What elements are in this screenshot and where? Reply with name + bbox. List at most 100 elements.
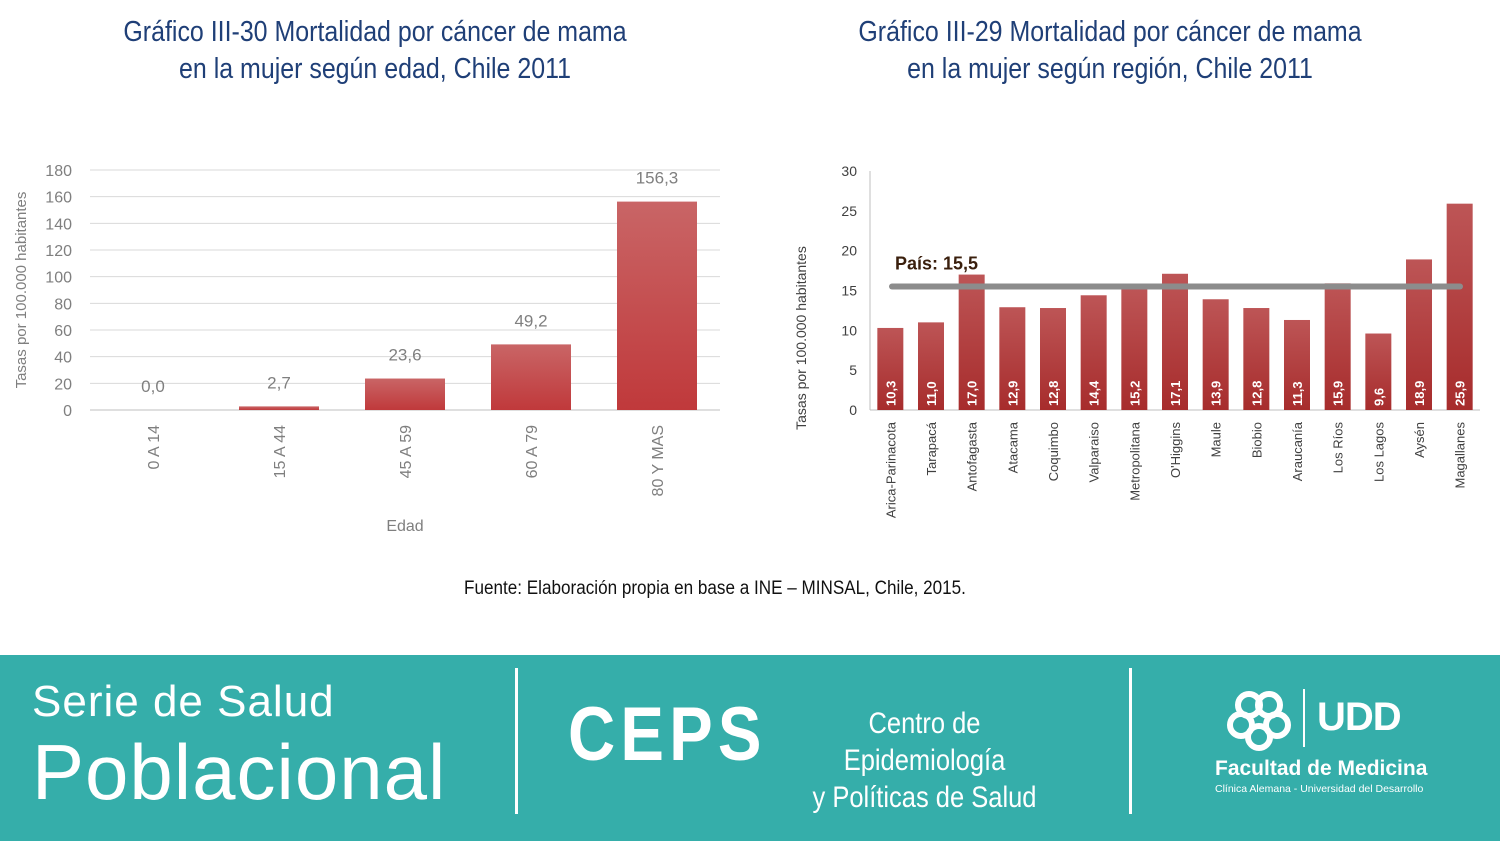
data-label: 23,6: [388, 346, 421, 365]
ceps-logo: CEPS: [568, 692, 767, 777]
y-tick-label: 160: [45, 190, 72, 207]
data-label: 17,0: [965, 381, 980, 406]
bar: [1365, 333, 1392, 410]
bar: [617, 201, 697, 410]
bar: [1324, 283, 1351, 410]
y-tick-label: 10: [841, 322, 857, 338]
bar: [1243, 308, 1270, 410]
bar: [1284, 319, 1310, 410]
y-tick-label: 20: [841, 243, 857, 259]
udd-logo-block: UDD Facultad de Medicina Clínica Alemana…: [1195, 683, 1450, 813]
footer-banner: Serie de Salud Poblacional CEPS Centro d…: [0, 655, 1500, 841]
data-label: 17,1: [1168, 381, 1183, 406]
bar: [1080, 295, 1107, 410]
x-tick-label: 80 Y MAS: [650, 425, 667, 496]
udd-logo: UDD: [1317, 695, 1402, 739]
x-tick-label: Magallanes: [1453, 422, 1468, 489]
data-label: 12,8: [1249, 381, 1264, 406]
source-note: Fuente: Elaboración propia en base a INE…: [464, 578, 966, 599]
y-tick-label: 40: [54, 350, 72, 367]
chart-title-region-line1: Gráfico III-29 Mortalidad por cáncer de …: [858, 16, 1362, 48]
x-tick-label: Maule: [1209, 422, 1224, 457]
region-bar-chart: 0 5 10 15 20 25 30 10,3 Arica-Parinacota 11,0 Tara…: [793, 163, 1480, 518]
x-tick-label: Aysén: [1412, 422, 1427, 458]
chart-title-age-line1: Gráfico III-30 Mortalidad por cáncer de …: [123, 16, 627, 48]
y-tick-label: 0: [849, 402, 857, 418]
data-label: 156,3: [636, 169, 679, 188]
bar: [999, 307, 1026, 410]
y-tick-label: 80: [54, 296, 72, 313]
ceps-name-line2: y Políticas de Salud: [812, 781, 1037, 814]
data-label: 10,3: [883, 381, 898, 406]
x-tick-label: Coquimbo: [1046, 422, 1061, 481]
y-axis-title: Tasas por 100.000 habitantes: [793, 246, 809, 430]
y-tick-label: 15: [841, 283, 857, 299]
faculty-subtitle: Clínica Alemana - Universidad del Desarr…: [1215, 783, 1424, 795]
x-tick-label: Metropolitana: [1127, 421, 1142, 501]
bar: [918, 322, 944, 410]
x-axis-title: Edad: [386, 518, 423, 535]
data-label: 18,9: [1412, 381, 1427, 406]
data-label: 12,9: [1005, 381, 1020, 406]
footer-divider: [515, 668, 518, 814]
clover-knot-icon: [1227, 691, 1291, 751]
x-tick-label: Biobio: [1249, 422, 1264, 458]
y-tick-label: 5: [849, 362, 857, 378]
x-tick-label: Antofagasta: [965, 421, 980, 491]
y-tick-label: 120: [45, 243, 72, 260]
x-tick-label: Los Ríos: [1331, 422, 1346, 474]
data-label: 25,9: [1453, 381, 1468, 406]
data-label: 2,7: [267, 373, 291, 392]
bar: [1040, 308, 1066, 410]
x-tick-label: Araucanía: [1290, 421, 1305, 481]
reference-label: País: 15,5: [895, 254, 978, 274]
data-label: 14,4: [1087, 380, 1102, 406]
ceps-name-line1: Centro de Epidemiología: [843, 707, 1006, 777]
x-tick-label: Valparaiso: [1087, 422, 1102, 482]
x-tick-label: 45 A 59: [398, 425, 415, 478]
y-tick-label: 30: [841, 163, 857, 179]
bar: [365, 378, 445, 410]
bar: [958, 274, 985, 410]
y-tick-label: 20: [54, 376, 72, 393]
x-tick-label: 15 A 44: [272, 425, 289, 478]
x-tick-label: O'Higgins: [1168, 422, 1183, 478]
chart-title-age: Gráfico III-30 Mortalidad por cáncer de …: [87, 14, 663, 88]
ceps-name: Centro de Epidemiología y Políticas de S…: [803, 705, 1045, 816]
serie-title-line2: Poblacional: [32, 728, 447, 816]
x-tick-label: Atacama: [1005, 421, 1020, 473]
data-label: 13,9: [1209, 381, 1224, 406]
data-label: 0,0: [141, 377, 165, 396]
y-tick-label: 140: [45, 216, 72, 233]
data-label: 11,0: [924, 381, 939, 406]
y-tick-label: 100: [45, 270, 72, 287]
data-label: 49,2: [514, 311, 547, 330]
y-tick-label: 0: [63, 403, 72, 420]
data-label: 15,2: [1127, 381, 1142, 406]
x-tick-label: Arica-Parinacota: [883, 421, 898, 518]
x-tick-label: Los Lagos: [1371, 422, 1386, 482]
age-bar-chart: 0 20 40 60 80 100 120 140 160 180 0,0 0 A 14 2,7 15 A…: [13, 163, 720, 535]
chart-title-region: Gráfico III-29 Mortalidad por cáncer de …: [822, 14, 1398, 88]
bar: [1202, 299, 1229, 410]
bar: [1446, 203, 1473, 410]
chart-title-region-line2: en la mujer según región, Chile 2011: [907, 53, 1313, 85]
y-tick-label: 180: [45, 163, 72, 180]
x-tick-label: Tarapacá: [924, 421, 939, 475]
bar: [1121, 288, 1148, 410]
data-label: 12,8: [1046, 381, 1061, 406]
footer-divider: [1129, 668, 1132, 814]
x-tick-label: 0 A 14: [146, 425, 163, 470]
y-tick-label: 25: [841, 203, 857, 219]
faculty-name: Facultad de Medicina: [1215, 757, 1428, 780]
data-label: 11,3: [1290, 381, 1305, 406]
y-axis-title: Tasas por 100.000 habitantes: [13, 192, 30, 389]
bar: [491, 344, 571, 410]
data-label: 15,9: [1331, 381, 1346, 406]
y-tick-label: 60: [54, 323, 72, 340]
bar: [239, 406, 319, 410]
data-label: 9,6: [1371, 388, 1386, 406]
chart-title-age-line2: en la mujer según edad, Chile 2011: [179, 53, 571, 85]
x-tick-label: 60 A 79: [524, 425, 541, 478]
bar: [877, 327, 904, 410]
